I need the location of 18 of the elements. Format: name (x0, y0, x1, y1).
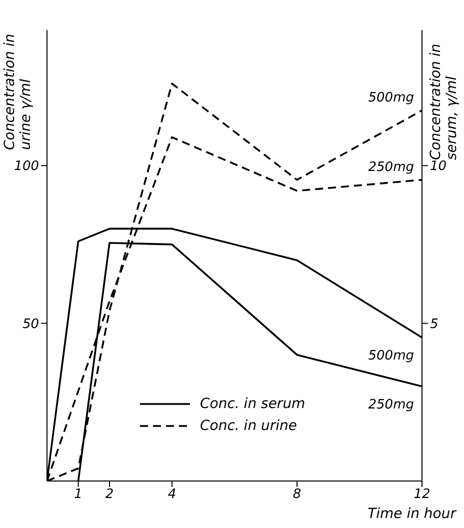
series-label: 500mg (368, 348, 414, 364)
y2-tick-label: 5 (430, 316, 438, 332)
x-axis-title: Time in hour (368, 506, 456, 522)
annotation: Conc. in serum (200, 396, 306, 412)
x-tick-label: 12 (414, 487, 430, 502)
x-tick-label: 4 (168, 487, 176, 502)
y-tick-label: 50 (22, 316, 39, 332)
x-tick-label: 1 (74, 487, 82, 502)
series-label: 500mg (368, 90, 414, 106)
x-tick-label: 2 (105, 487, 114, 502)
series-label: 250mg (368, 160, 414, 175)
y-axis-title: Concentration in urine γ/ml (2, 32, 34, 150)
y-tick-label: 100 (14, 159, 39, 174)
annotation: Conc. in urine (200, 418, 298, 434)
y2-axis-title: Concentration in serum, γ/ml (428, 42, 460, 160)
y2-tick-label: 10 (430, 159, 447, 174)
series-label: 250mg (368, 397, 414, 412)
x-tick-label: 8 (292, 487, 302, 502)
